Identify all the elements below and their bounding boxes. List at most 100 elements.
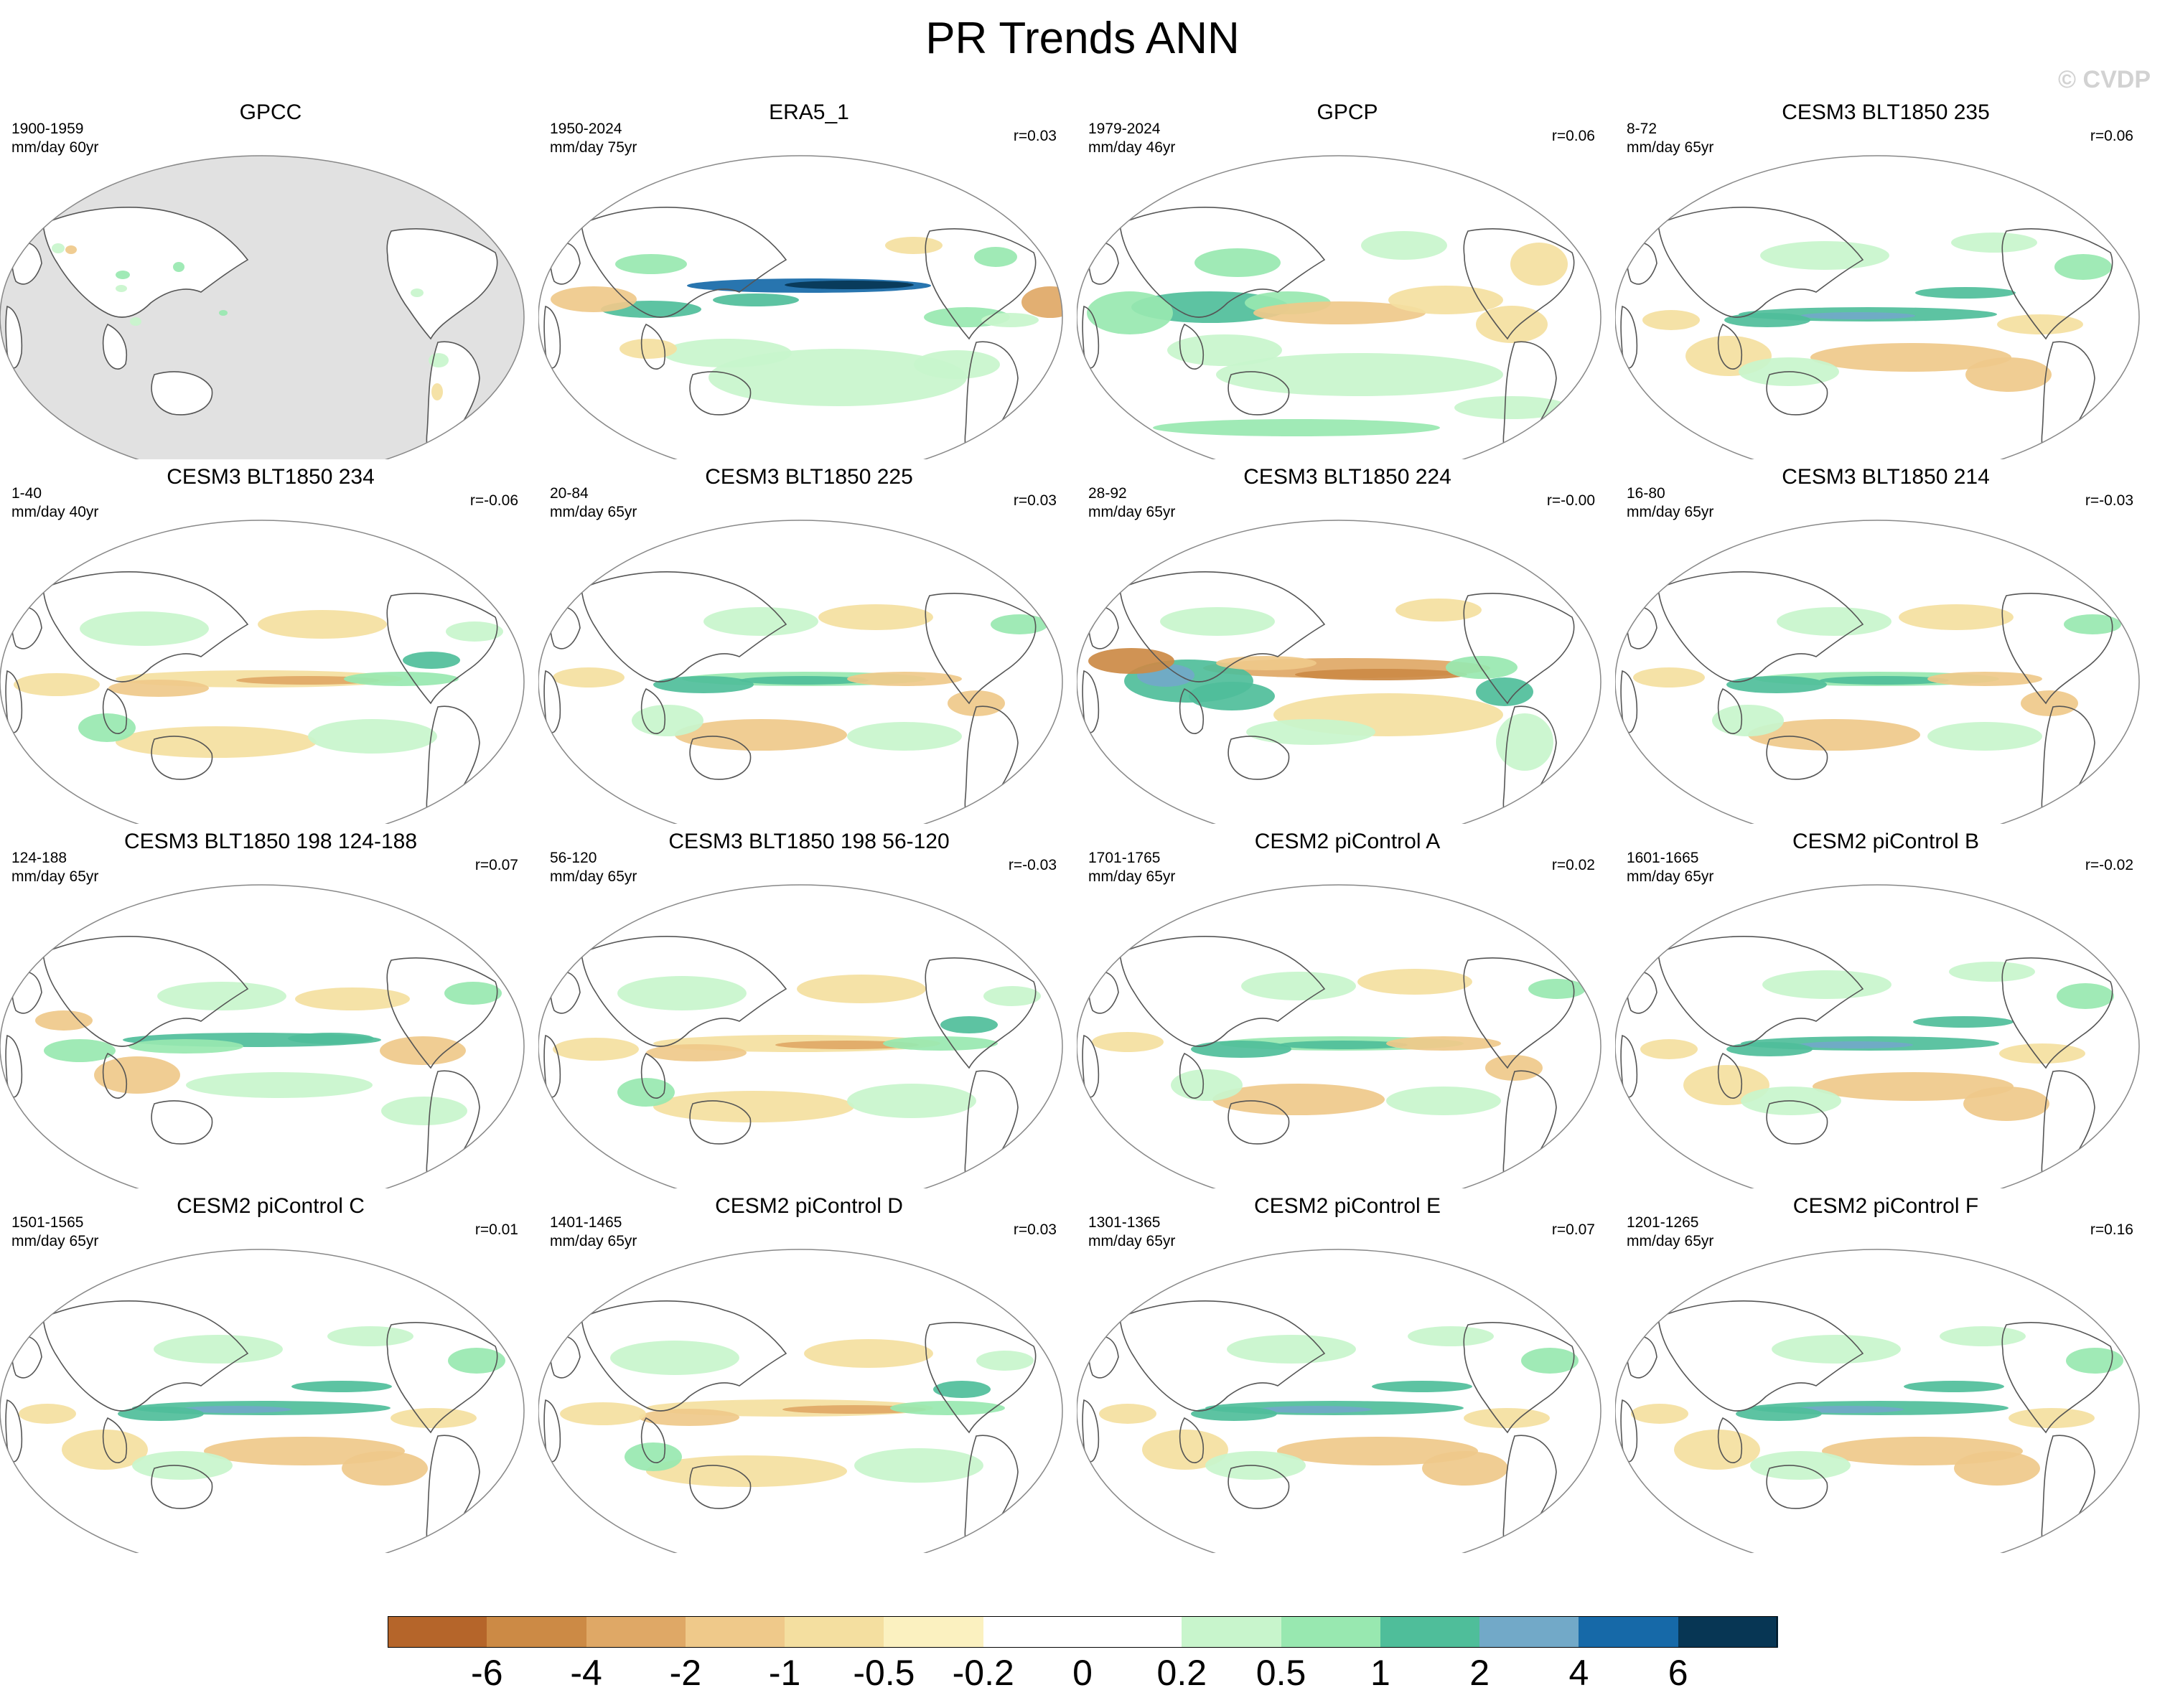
trend-patch [615,254,687,274]
coastline [151,1100,213,1145]
map-border [1615,155,2140,459]
trend-patch [646,1044,747,1061]
coastline [1766,371,1828,416]
map-canvas [1077,155,1601,459]
trend-patch [448,1348,505,1374]
map-panel: CESM2 piControl C 1501-1565 mm/day 65yr r=0… [0,1194,541,1553]
trend-patch [948,690,1005,716]
trend-patch [258,610,387,639]
coastline [502,944,523,965]
panel-period: 28-92 [1088,485,1127,502]
panel-title: ERA5_1 [769,100,849,124]
trend-patch [2054,254,2112,280]
coastline [2001,957,2113,1069]
trend-patch [1464,1408,1550,1428]
coastline [925,1322,1037,1434]
trend-patch [295,987,410,1010]
coastline [1620,1034,1638,1098]
panel-units: mm/day 65yr [1627,1233,1714,1249]
trend-patch [1777,607,1892,636]
panel-period: 1301-1365 [1088,1214,1161,1231]
coastline [1119,207,1326,318]
trend-patch [1496,713,1553,771]
coastline [1179,688,1204,734]
trend-patch [1999,1043,2085,1064]
coastline [640,1052,665,1099]
colorbar-swatch [586,1616,686,1648]
trend-patch [1212,1084,1385,1115]
panel-title: CESM2 piControl B [1792,830,1980,853]
trend-patch [854,1448,983,1483]
trend-field [1620,936,2138,1187]
trend-patch [1253,301,1426,324]
panel-period: 16-80 [1627,485,1665,502]
map-canvas [538,1249,1063,1553]
trend-patch [1927,672,2042,686]
coastline [1228,1100,1290,1145]
panel-title: CESM2 piControl D [715,1194,903,1218]
colorbar-tick-label: 0.2 [1156,1653,1207,1693]
panel-period: 1501-1565 [11,1214,84,1231]
panel-units: mm/day 65yr [550,504,637,520]
map-panel: ERA5_1 1950-2024 mm/day 75yr r=0.03 [538,100,1080,459]
colorbar-tick-label: -2 [669,1653,702,1693]
coastline [1717,688,1742,734]
trend-patch [1726,676,1827,693]
coastline [2117,580,2138,601]
land-area [6,306,22,368]
coastline [1620,305,1638,369]
trend-field [1620,207,2138,458]
colorbar-tick-label: -1 [768,1653,801,1693]
trend-patch [1357,969,1472,995]
trend-patch [1246,719,1375,745]
trend-patch [804,1339,933,1368]
coastline [1082,1399,1100,1463]
coastline [42,936,249,1047]
trend-patch [177,1406,291,1413]
map-panel: CESM3 BLT1850 214 16-80 mm/day 65yr r=-0.03 [1615,465,2156,824]
panel-title: CESM3 BLT1850 224 [1243,465,1451,489]
panel-units: mm/day 40yr [11,504,99,520]
trend-patch [1167,334,1282,366]
map-border [1615,520,2140,824]
coastline [386,228,498,340]
trend-patch [186,1072,373,1098]
map-canvas [1077,1249,1601,1553]
panel-correlation: r=-0.03 [2085,492,2133,509]
colorbar-tick-label: 0.5 [1255,1653,1306,1693]
panel-title: CESM3 BLT1850 225 [705,465,913,489]
trend-patch [1760,241,1889,270]
trend-patch [610,1341,739,1375]
trend-patch [1241,972,1356,1000]
trend-patch [2064,614,2121,634]
trend-field [543,936,1062,1187]
trend-field [5,207,523,458]
coastline [1119,1300,1326,1412]
coastline [1620,670,1638,733]
panel-units: mm/day 65yr [1627,504,1714,520]
colorbar-tick-label: -0.5 [853,1653,915,1693]
trend-patch [1295,669,1467,680]
trend-patch [1674,1430,1760,1470]
coastline [502,580,523,601]
coastline [543,1034,561,1098]
trend-patch [1640,1039,1698,1059]
trend-patch [403,652,460,669]
map-panel: CESM2 piControl E 1301-1365 mm/day 65yr r=0… [1077,1194,1618,1553]
trend-patch [1813,1072,2014,1101]
panel-correlation: r=0.01 [474,1221,518,1238]
colorbar-swatch [487,1616,587,1648]
trend-patch [288,1033,374,1044]
map-canvas [538,155,1063,459]
trend-patch [44,1039,116,1062]
colorbar-swatch [785,1616,885,1648]
map-canvas [538,520,1063,824]
panel-units: mm/day 75yr [550,139,637,156]
map-panel: GPCP 1979-2024 mm/day 46yr r=0.06 [1077,100,1618,459]
trend-patch [1227,1335,1356,1364]
coastline [102,1417,127,1463]
panel-title: CESM3 BLT1850 235 [1782,100,1990,124]
trend-patch [981,313,1039,327]
trend-patch [1372,1381,1472,1392]
colorbar-tick-label: 1 [1370,1653,1390,1693]
